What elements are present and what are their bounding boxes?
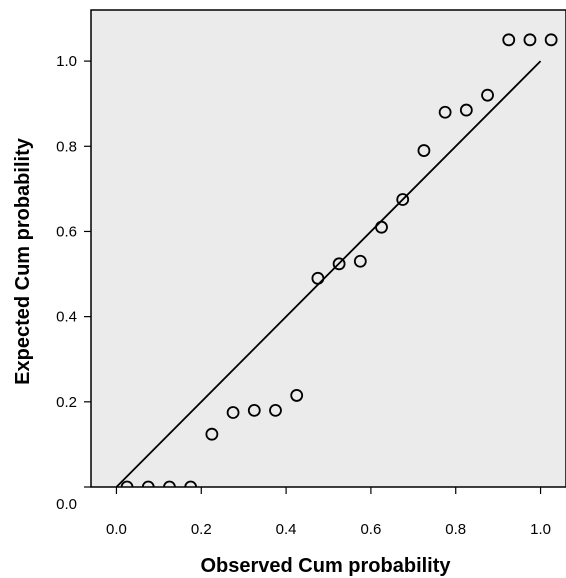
data-point <box>290 389 304 402</box>
x-tick-label: 0.4 <box>276 521 297 538</box>
data-point <box>226 406 240 419</box>
plot-area <box>90 9 566 488</box>
data-point <box>438 105 452 119</box>
y-tick-label: 0.8 <box>56 138 77 155</box>
x-tick-label: 0.0 <box>106 521 127 538</box>
data-point <box>141 480 155 487</box>
y-tick-label: 0.2 <box>56 394 77 411</box>
x-axis-ticks: 0.0 0.2 0.4 0.6 0.8 1.0 <box>106 487 551 538</box>
x-tick-label: 0.2 <box>191 521 212 538</box>
x-tick-label: 0.6 <box>360 521 381 538</box>
data-point <box>163 480 176 487</box>
data-point <box>269 403 282 417</box>
data-point <box>120 480 134 487</box>
y-tick-label: 0.4 <box>56 309 77 326</box>
x-tick-label: 0.8 <box>445 521 466 538</box>
y-axis-ticks: 0.0 0.2 0.4 0.6 0.8 1.0 <box>56 53 91 513</box>
data-point <box>247 403 261 417</box>
x-tick-label: 1.0 <box>530 521 551 538</box>
data-point <box>481 88 494 102</box>
data-point <box>205 427 219 441</box>
data-points <box>120 33 566 487</box>
y-tick-label: 1.0 <box>56 53 77 70</box>
reference-line <box>115 60 542 488</box>
data-point <box>396 193 410 206</box>
data-point <box>417 144 431 157</box>
y-axis-title: Expected Cum probability <box>12 137 34 385</box>
y-tick-label: 0.6 <box>56 223 77 240</box>
data-point <box>184 480 198 487</box>
data-point <box>544 33 558 47</box>
data-point <box>502 33 516 47</box>
data-point <box>523 33 537 47</box>
data-point <box>353 254 367 268</box>
data-point <box>375 220 388 234</box>
y-tick-label: 0.0 <box>56 496 77 513</box>
x-axis-title: Observed Cum probability <box>200 555 451 577</box>
data-point <box>332 257 346 271</box>
data-point <box>459 103 473 117</box>
data-point <box>311 271 325 285</box>
